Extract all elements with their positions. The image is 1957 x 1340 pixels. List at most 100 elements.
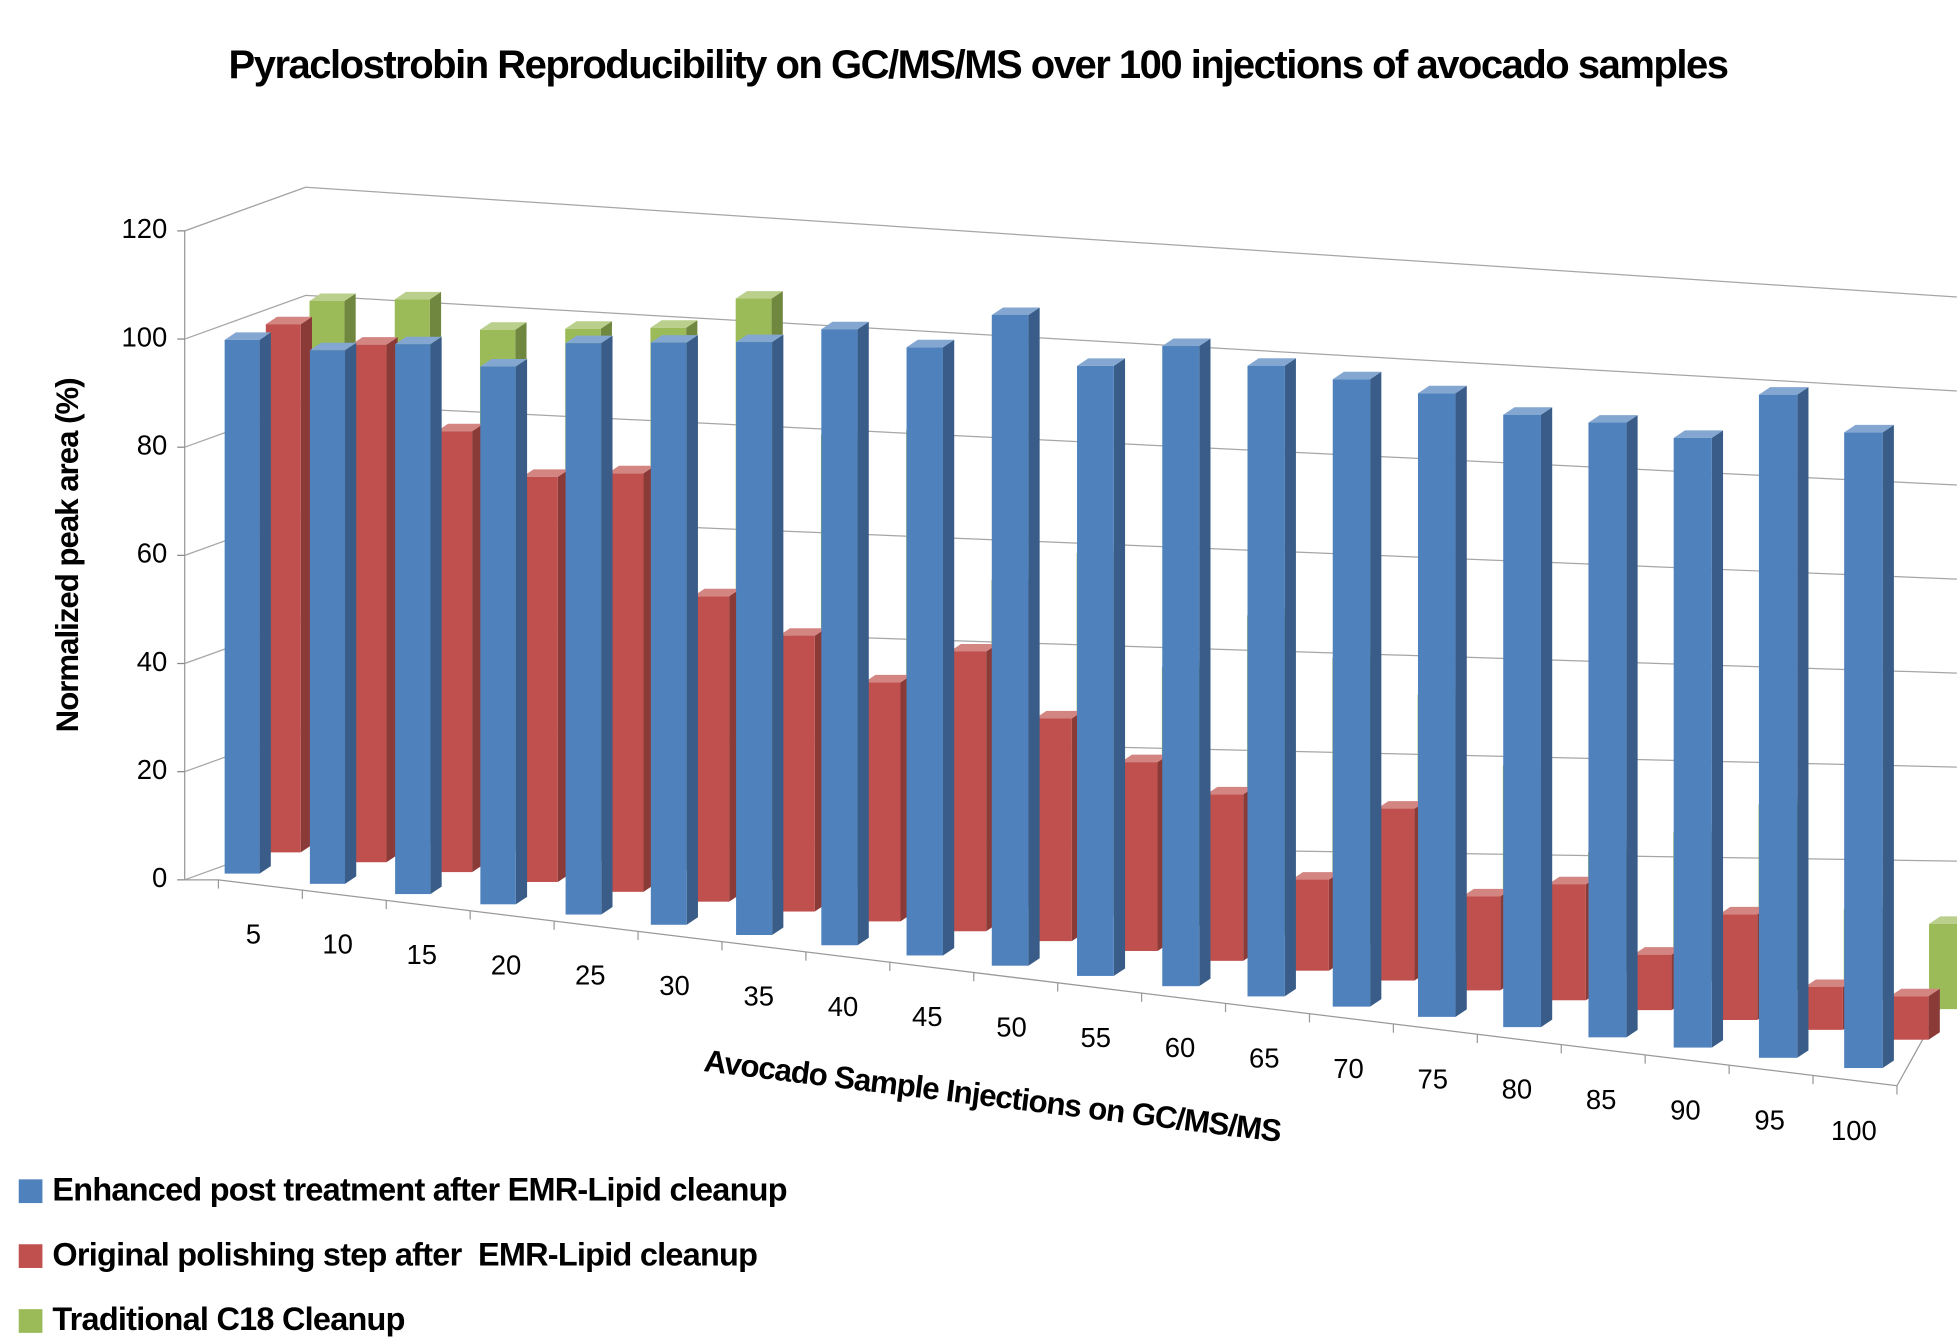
bar-top <box>1548 876 1598 885</box>
x-tick-label: 40 <box>828 991 859 1022</box>
bar-top <box>1417 385 1467 394</box>
bar <box>1890 996 1929 1040</box>
x-tick-label: 95 <box>1754 1105 1785 1136</box>
x-tick-label: 65 <box>1249 1043 1280 1074</box>
bar-top <box>1804 979 1855 987</box>
bar <box>1673 437 1712 1048</box>
bar-top <box>1462 888 1512 897</box>
grid-line <box>184 186 1957 298</box>
bar-side <box>1540 407 1553 1028</box>
bar-top <box>650 320 698 328</box>
bar-side <box>430 336 442 895</box>
legend-swatch <box>18 1244 43 1268</box>
bar <box>1758 394 1798 1058</box>
bar-top <box>1633 947 1683 955</box>
bar-top <box>693 588 741 597</box>
bar-top <box>735 291 783 299</box>
bar-side <box>601 335 613 915</box>
bar-top <box>565 321 612 329</box>
bar-top <box>1503 407 1553 415</box>
bar <box>1462 896 1501 991</box>
bar-top <box>265 316 312 325</box>
bar <box>693 596 730 902</box>
bar <box>1417 393 1456 1017</box>
x-tick-label: 80 <box>1502 1074 1533 1105</box>
x-tick-label: 10 <box>322 929 353 960</box>
bar <box>1844 432 1883 1069</box>
bar <box>991 314 1029 966</box>
bar <box>351 344 387 863</box>
bar-top <box>309 342 357 351</box>
x-axis-title: Avocado Sample Injections on GC/MS/MS <box>702 1043 1283 1149</box>
bar-side <box>772 334 784 936</box>
bar-top <box>479 322 527 330</box>
x-tick-label: 70 <box>1333 1053 1364 1084</box>
bar-top <box>1377 801 1426 809</box>
bar-top <box>1077 358 1126 366</box>
x-tick-label: 25 <box>575 960 606 991</box>
legend-swatch <box>18 1309 43 1333</box>
x-tick-label: 30 <box>659 970 690 1001</box>
bar-side <box>1199 338 1211 987</box>
bar-top <box>395 336 442 345</box>
bar-top <box>1206 786 1255 795</box>
bar-side <box>1028 307 1040 966</box>
bar <box>565 343 602 915</box>
bar-top <box>394 291 442 300</box>
bar <box>864 682 901 922</box>
bar <box>778 635 815 912</box>
legend-swatch <box>18 1179 43 1204</box>
bar <box>395 344 431 895</box>
bar-side <box>1928 988 1940 1040</box>
bar <box>1377 808 1415 981</box>
bar-top <box>906 339 955 348</box>
bar <box>949 651 987 932</box>
bar-side <box>345 342 357 884</box>
bar <box>480 366 516 905</box>
bar-side <box>515 359 528 905</box>
y-tick-label: 80 <box>137 429 168 460</box>
x-tick-label: 5 <box>246 918 261 949</box>
bar-side <box>1455 385 1467 1017</box>
bar <box>1332 379 1371 1007</box>
bar-top <box>1758 387 1809 395</box>
bar <box>522 476 558 882</box>
bar <box>1077 365 1114 976</box>
y-tick-label: 120 <box>121 213 167 244</box>
bar-side <box>386 337 398 863</box>
bar-top <box>1247 358 1296 366</box>
bar-side <box>686 335 698 925</box>
legend-label: Original polishing step after EMR-Lipid … <box>52 1236 757 1272</box>
bar-side <box>1626 415 1638 1038</box>
bar-top <box>1673 430 1724 438</box>
x-tick-label: 45 <box>912 1001 943 1032</box>
bar <box>1719 914 1758 1020</box>
grid-line <box>184 294 1957 392</box>
x-tick-label: 50 <box>996 1011 1027 1042</box>
bar-top <box>1719 906 1769 915</box>
bar-top <box>309 293 356 301</box>
bar <box>1291 879 1329 971</box>
bar <box>1633 954 1672 1011</box>
bar-top <box>821 321 869 330</box>
bar-top <box>1035 710 1084 719</box>
bar-top <box>1890 988 1940 997</box>
x-tick-label: 15 <box>407 939 438 970</box>
bar <box>821 329 858 946</box>
bar-top <box>224 332 271 340</box>
x-tick-label: 55 <box>1080 1022 1111 1053</box>
y-tick-label: 100 <box>121 321 167 352</box>
bar <box>1548 884 1586 1001</box>
bar <box>1206 794 1244 961</box>
bar-top <box>565 335 613 344</box>
bar-top <box>607 465 655 474</box>
bar <box>650 342 687 925</box>
bar-side <box>857 321 869 946</box>
bar-side <box>1711 430 1724 1048</box>
bar-side <box>942 339 955 956</box>
bar-top <box>650 335 698 343</box>
bar <box>906 347 943 956</box>
bar-top <box>864 674 912 683</box>
